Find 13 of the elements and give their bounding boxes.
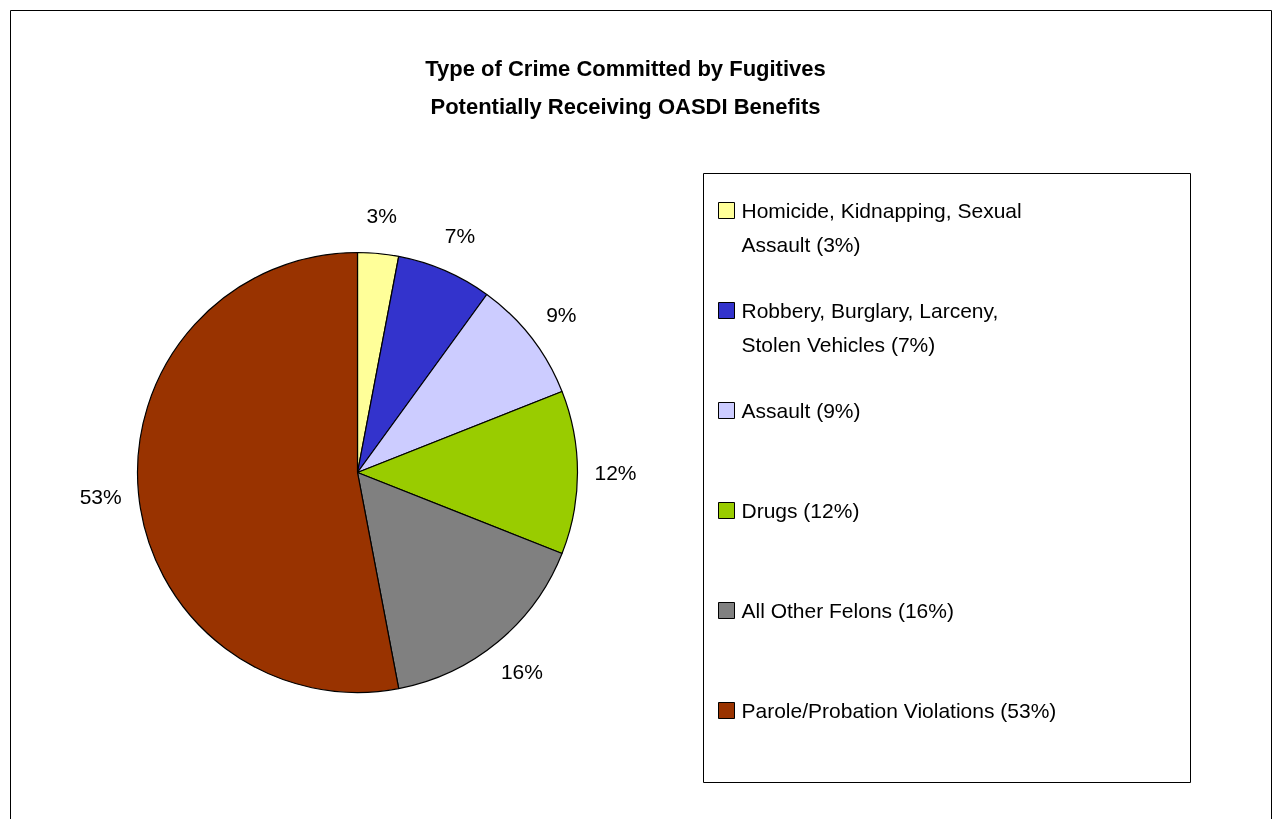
data-label: 9% (546, 302, 577, 326)
legend-label: Homicide, Kidnapping, Sexual Assault (3%) (741, 199, 1022, 256)
legend-label: Assault (9%) (741, 399, 861, 422)
legend-label: Drugs (12%) (741, 499, 860, 522)
data-label: 16% (500, 659, 543, 683)
legend-label: Robbery, Burglary, Larceny, Stolen Vehicles (7%) (741, 299, 999, 356)
data-label: 7% (444, 224, 476, 248)
chart-title: Type of Crime Committed by Fugitives Potentially Receiving OASDI Benefits (425, 56, 826, 119)
data-label: 3% (366, 204, 397, 228)
legend-label: All Other Felons (16%) (741, 599, 954, 622)
legend-label: Parole/Probation Violations (53%) (741, 699, 1057, 722)
data-label: 53% (79, 485, 122, 509)
data-label: 12% (594, 461, 637, 484)
